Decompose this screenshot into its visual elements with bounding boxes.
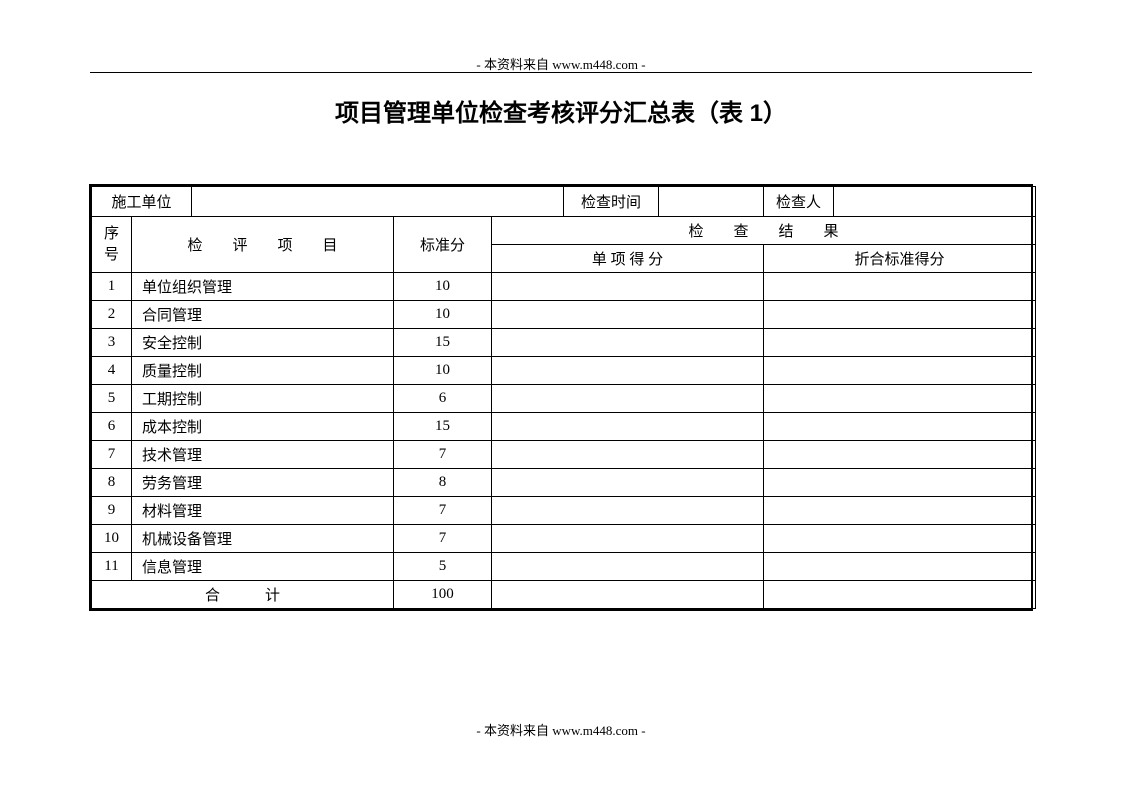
- cell-convert: [764, 273, 1036, 301]
- table-row: 2合同管理10: [92, 301, 1036, 329]
- cell-single: [492, 441, 764, 469]
- cell-std: 10: [394, 273, 492, 301]
- cell-seq: 8: [92, 469, 132, 497]
- cell-std: 7: [394, 525, 492, 553]
- cell-seq: 2: [92, 301, 132, 329]
- header-source-text: - 本资料来自 www.m448.com -: [0, 54, 1122, 73]
- cell-item: 质量控制: [132, 357, 394, 385]
- header-rule: [90, 72, 1032, 73]
- cell-item: 材料管理: [132, 497, 394, 525]
- cell-convert: [764, 525, 1036, 553]
- col-std-header: 标准分: [394, 217, 492, 273]
- cell-item: 单位组织管理: [132, 273, 394, 301]
- cell-convert: [764, 357, 1036, 385]
- cell-convert: [764, 553, 1036, 581]
- cell-convert: [764, 301, 1036, 329]
- col-result-group-header: 检 查 结 果: [492, 217, 1036, 245]
- cell-item: 工期控制: [132, 385, 394, 413]
- cell-single: [492, 497, 764, 525]
- cell-std: 6: [394, 385, 492, 413]
- cell-seq: 9: [92, 497, 132, 525]
- cell-std: 15: [394, 329, 492, 357]
- table-row: 11信息管理5: [92, 553, 1036, 581]
- cell-item: 信息管理: [132, 553, 394, 581]
- totals-label: 合 计: [92, 581, 394, 609]
- cell-convert: [764, 441, 1036, 469]
- cell-item: 劳务管理: [132, 469, 394, 497]
- cell-std: 8: [394, 469, 492, 497]
- cell-convert: [764, 329, 1036, 357]
- cell-std: 5: [394, 553, 492, 581]
- check-time-value: [659, 187, 764, 217]
- col-converted-score-header: 折合标准得分: [764, 245, 1036, 273]
- cell-seq: 3: [92, 329, 132, 357]
- construction-unit-label: 施工单位: [92, 187, 192, 217]
- cell-convert: [764, 469, 1036, 497]
- cell-seq: 5: [92, 385, 132, 413]
- cell-convert: [764, 385, 1036, 413]
- col-item-header: 检 评 项 目: [132, 217, 394, 273]
- info-row: 施工单位 检查时间 检查人: [92, 187, 1036, 217]
- cell-std: 15: [394, 413, 492, 441]
- header-row-1: 序号 检 评 项 目 标准分 检 查 结 果: [92, 217, 1036, 245]
- cell-item: 技术管理: [132, 441, 394, 469]
- totals-convert: [764, 581, 1036, 609]
- table-row: 9材料管理7: [92, 497, 1036, 525]
- cell-std: 10: [394, 301, 492, 329]
- cell-item: 安全控制: [132, 329, 394, 357]
- checker-value: [834, 187, 1036, 217]
- table-row: 10机械设备管理7: [92, 525, 1036, 553]
- totals-std: 100: [394, 581, 492, 609]
- col-single-score-header: 单 项 得 分: [492, 245, 764, 273]
- cell-single: [492, 301, 764, 329]
- table-row: 5工期控制6: [92, 385, 1036, 413]
- cell-single: [492, 385, 764, 413]
- summary-table: 施工单位 检查时间 检查人 序号 检 评 项 目 标准分 检 查 结 果 单 项…: [91, 186, 1036, 609]
- cell-single: [492, 553, 764, 581]
- construction-unit-value: [192, 187, 564, 217]
- cell-single: [492, 357, 764, 385]
- cell-seq: 4: [92, 357, 132, 385]
- cell-item: 机械设备管理: [132, 525, 394, 553]
- cell-item: 成本控制: [132, 413, 394, 441]
- table-row: 1单位组织管理10: [92, 273, 1036, 301]
- table-row: 7技术管理7: [92, 441, 1036, 469]
- cell-item: 合同管理: [132, 301, 394, 329]
- checker-label: 检查人: [764, 187, 834, 217]
- table-row: 4质量控制10: [92, 357, 1036, 385]
- cell-single: [492, 525, 764, 553]
- cell-seq: 1: [92, 273, 132, 301]
- cell-single: [492, 329, 764, 357]
- cell-seq: 6: [92, 413, 132, 441]
- col-seq-header: 序号: [92, 217, 132, 273]
- check-time-label: 检查时间: [564, 187, 659, 217]
- page-title: 项目管理单位检查考核评分汇总表（表 1）: [0, 93, 1122, 128]
- cell-std: 10: [394, 357, 492, 385]
- summary-table-wrap: 施工单位 检查时间 检查人 序号 检 评 项 目 标准分 检 查 结 果 单 项…: [89, 184, 1033, 611]
- cell-single: [492, 273, 764, 301]
- cell-single: [492, 469, 764, 497]
- cell-seq: 11: [92, 553, 132, 581]
- table-row: 8劳务管理8: [92, 469, 1036, 497]
- table-row: 6成本控制15: [92, 413, 1036, 441]
- totals-single: [492, 581, 764, 609]
- cell-seq: 7: [92, 441, 132, 469]
- cell-std: 7: [394, 441, 492, 469]
- cell-convert: [764, 413, 1036, 441]
- cell-convert: [764, 497, 1036, 525]
- cell-seq: 10: [92, 525, 132, 553]
- cell-std: 7: [394, 497, 492, 525]
- totals-row: 合 计 100: [92, 581, 1036, 609]
- cell-single: [492, 413, 764, 441]
- table-row: 3安全控制15: [92, 329, 1036, 357]
- footer-source-text: - 本资料来自 www.m448.com -: [0, 720, 1122, 739]
